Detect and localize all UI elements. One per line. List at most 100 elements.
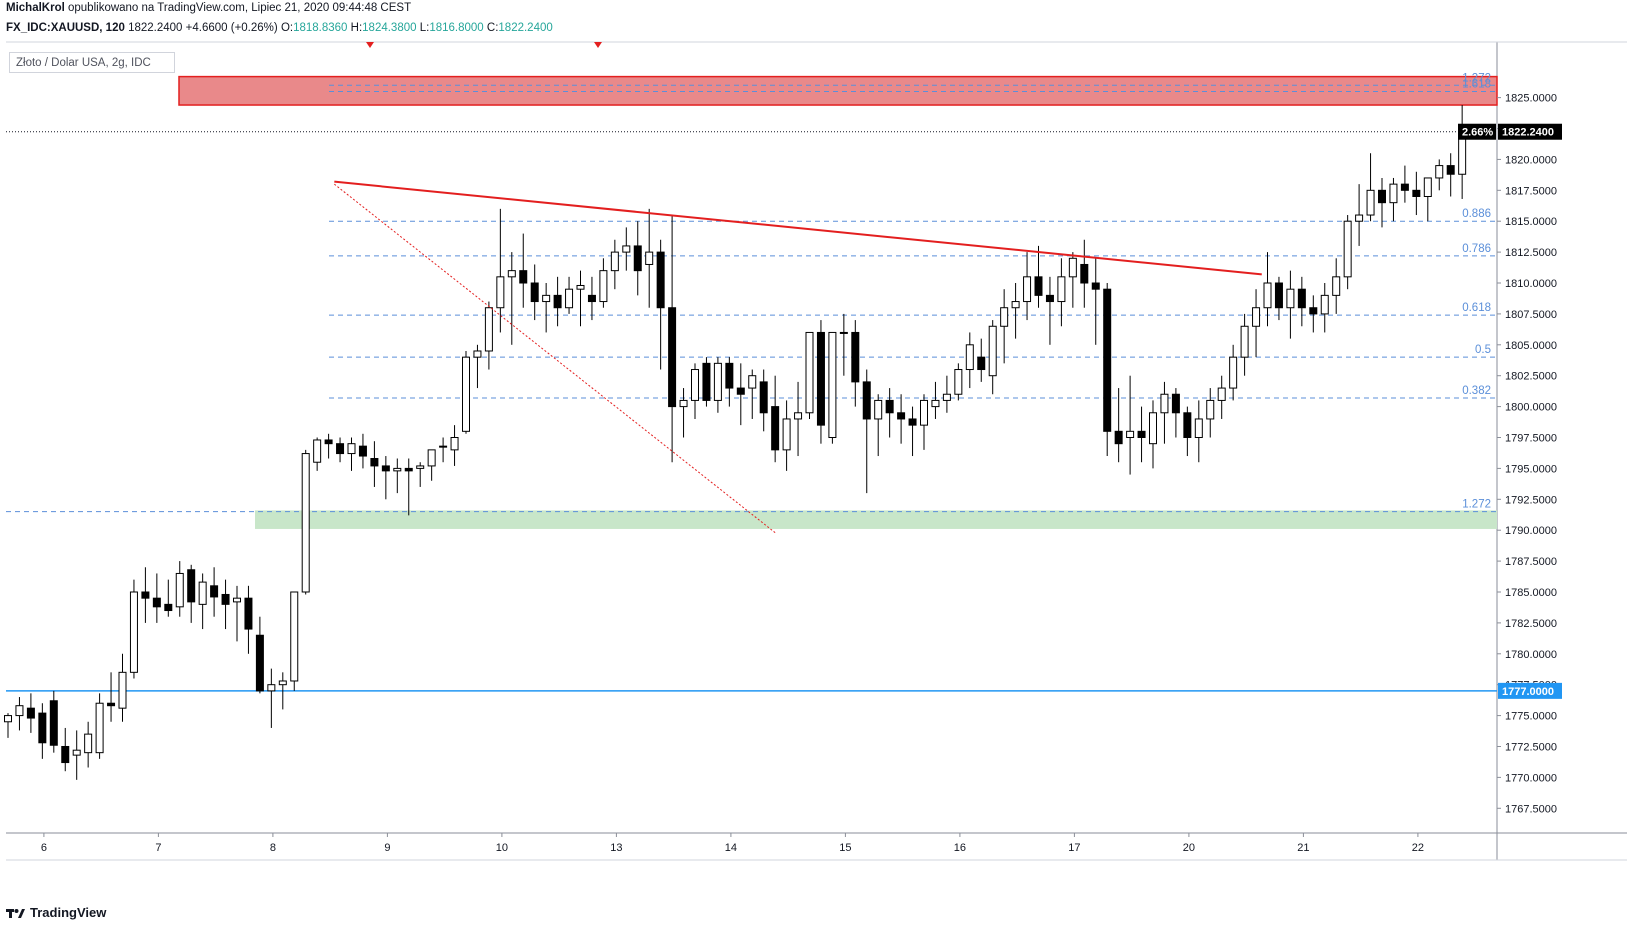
candle[interactable]	[965, 344, 974, 371]
candle[interactable]	[1309, 307, 1318, 315]
candle[interactable]	[1206, 399, 1215, 420]
candle[interactable]	[1286, 288, 1295, 309]
candle[interactable]	[393, 467, 402, 472]
candle[interactable]	[1183, 412, 1192, 438]
candle[interactable]	[347, 443, 356, 455]
candle[interactable]	[1057, 276, 1066, 303]
candle[interactable]	[725, 362, 734, 389]
candle[interactable]	[576, 284, 585, 290]
candle[interactable]	[1217, 387, 1226, 401]
candle[interactable]	[84, 733, 93, 754]
candle[interactable]	[679, 399, 688, 408]
candle[interactable]	[1343, 220, 1352, 278]
candle[interactable]	[908, 418, 917, 426]
candle[interactable]	[759, 381, 768, 414]
candle[interactable]	[542, 294, 551, 303]
candle[interactable]	[519, 270, 528, 284]
candle[interactable]	[1252, 307, 1261, 327]
candle[interactable]	[1137, 430, 1146, 438]
candle[interactable]	[1114, 430, 1123, 445]
candle[interactable]	[49, 700, 58, 746]
candle[interactable]	[839, 331, 848, 334]
candle[interactable]	[72, 749, 81, 756]
candle[interactable]	[851, 331, 860, 383]
candle[interactable]	[370, 458, 379, 467]
candle[interactable]	[244, 597, 253, 630]
candle[interactable]	[1045, 294, 1054, 303]
candle[interactable]	[1194, 418, 1203, 438]
candle[interactable]	[152, 597, 161, 608]
candle[interactable]	[290, 591, 299, 682]
candle[interactable]	[794, 412, 803, 420]
candle[interactable]	[462, 356, 470, 432]
resistance-zone[interactable]	[178, 75, 1498, 106]
dotted-retracement-line[interactable]	[334, 183, 776, 534]
candle[interactable]	[587, 294, 596, 303]
candle[interactable]	[255, 634, 264, 692]
candle[interactable]	[129, 591, 138, 673]
candle[interactable]	[874, 399, 883, 420]
candle[interactable]	[1103, 288, 1112, 432]
candle[interactable]	[1160, 393, 1169, 414]
candle[interactable]	[668, 307, 677, 408]
candle[interactable]	[1274, 282, 1283, 309]
candle[interactable]	[38, 712, 47, 744]
candle[interactable]	[610, 251, 619, 272]
candle[interactable]	[404, 467, 413, 472]
candle[interactable]	[1149, 412, 1157, 445]
candle[interactable]	[336, 443, 345, 455]
candle[interactable]	[691, 369, 699, 401]
candle[interactable]	[1091, 282, 1100, 290]
candle[interactable]	[1000, 307, 1009, 327]
candle[interactable]	[599, 270, 608, 303]
candle[interactable]	[473, 350, 482, 358]
candle[interactable]	[496, 276, 505, 309]
candle[interactable]	[645, 251, 654, 265]
candle[interactable]	[1080, 263, 1089, 284]
candle[interactable]	[118, 671, 127, 709]
candle[interactable]	[1320, 294, 1329, 315]
candle[interactable]	[1034, 276, 1043, 296]
candle[interactable]	[1366, 189, 1375, 216]
event-marker-icon[interactable]	[594, 42, 602, 48]
candle[interactable]	[1400, 183, 1409, 191]
candle[interactable]	[988, 325, 997, 377]
candle[interactable]	[198, 581, 207, 605]
candle[interactable]	[61, 745, 70, 764]
candle[interactable]	[1171, 393, 1180, 414]
candle[interactable]	[862, 381, 871, 420]
candle[interactable]	[920, 399, 928, 426]
candle[interactable]	[450, 437, 459, 451]
candle[interactable]	[267, 684, 276, 692]
candle[interactable]	[633, 245, 642, 272]
tradingview-footer[interactable]: TradingView	[6, 905, 106, 920]
candle[interactable]	[427, 449, 436, 467]
candle[interactable]	[164, 603, 173, 612]
candle[interactable]	[278, 680, 287, 686]
candle[interactable]	[748, 375, 757, 389]
candle[interactable]	[977, 356, 986, 371]
candle[interactable]	[816, 331, 825, 426]
candle[interactable]	[175, 572, 184, 608]
author-name[interactable]: MichalKrol	[6, 2, 65, 14]
candle[interactable]	[1389, 183, 1398, 204]
candle[interactable]	[484, 307, 493, 352]
candle[interactable]	[4, 715, 12, 723]
candle[interactable]	[210, 585, 219, 598]
candle[interactable]	[565, 288, 574, 309]
plot-area[interactable]	[6, 42, 1497, 833]
candle[interactable]	[416, 465, 425, 469]
candle[interactable]	[622, 245, 631, 253]
trendline[interactable]	[334, 180, 1262, 276]
candle[interactable]	[1263, 282, 1272, 309]
candle[interactable]	[1068, 257, 1077, 278]
candle[interactable]	[358, 445, 367, 457]
candle[interactable]	[141, 591, 150, 599]
candle[interactable]	[1412, 189, 1421, 197]
candle[interactable]	[656, 251, 665, 309]
candle[interactable]	[324, 439, 333, 445]
candle[interactable]	[233, 597, 241, 603]
support-zone[interactable]	[255, 510, 1497, 529]
candle[interactable]	[381, 465, 390, 472]
